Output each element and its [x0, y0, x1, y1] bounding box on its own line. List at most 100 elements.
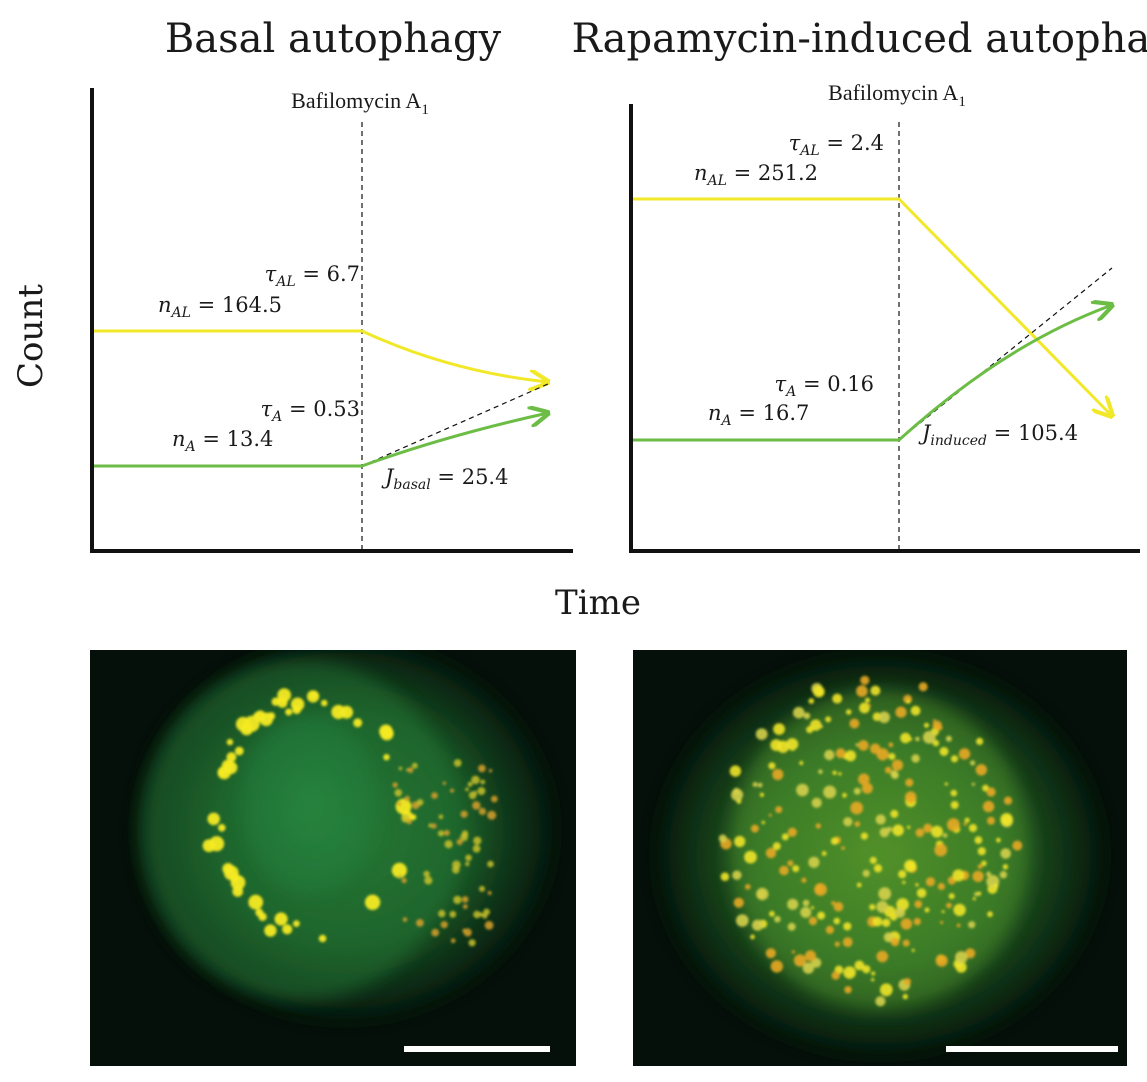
punctum	[886, 826, 892, 833]
punctum	[468, 939, 476, 947]
punctum	[821, 851, 827, 856]
punctum	[401, 877, 407, 884]
punctum	[756, 887, 769, 901]
punctum	[478, 764, 486, 773]
punctum	[953, 903, 966, 917]
punctum	[888, 753, 896, 760]
punctum	[944, 782, 948, 786]
punctum	[259, 712, 274, 727]
rapamycin-scale-bar	[946, 1046, 1118, 1052]
punctum	[977, 864, 983, 869]
punctum	[444, 840, 453, 849]
punctum	[768, 813, 772, 817]
punctum	[424, 876, 433, 885]
punctum	[803, 712, 811, 720]
punctum	[854, 821, 861, 827]
punctum	[905, 778, 914, 787]
punctum	[787, 922, 796, 931]
punctum	[815, 823, 821, 829]
punctum	[765, 847, 777, 859]
basal-n-al: nAL = 164.5	[158, 293, 282, 321]
panel-title-rapamycin: Rapamycin-induced autophagy	[572, 16, 1147, 62]
punctum	[855, 743, 859, 747]
punctum	[487, 860, 494, 868]
rapamycin-autolysosome-line	[633, 197, 1112, 416]
punctum	[776, 740, 790, 753]
punctum	[878, 711, 890, 724]
punctum	[437, 830, 445, 837]
punctum	[925, 877, 936, 887]
punctum	[890, 937, 900, 947]
punctum	[479, 885, 485, 892]
punctum	[830, 837, 839, 845]
basal-n-a: nA = 13.4	[172, 427, 273, 455]
punctum	[910, 705, 921, 716]
punctum	[462, 904, 468, 909]
punctum	[765, 948, 777, 959]
punctum	[937, 882, 946, 891]
punctum	[882, 918, 891, 927]
punctum	[255, 908, 264, 917]
punctum	[898, 870, 907, 879]
punctum	[838, 772, 842, 776]
punctum	[401, 814, 410, 823]
punctum	[872, 916, 883, 927]
punctum	[972, 897, 976, 901]
punctum	[773, 723, 785, 735]
punctum	[487, 810, 497, 820]
punctum	[915, 736, 920, 742]
punctum	[416, 799, 424, 806]
punctum	[440, 921, 448, 929]
punctum	[900, 918, 913, 930]
punctum	[939, 747, 949, 756]
punctum	[468, 791, 477, 800]
punctum	[902, 993, 908, 1000]
punctum	[392, 782, 398, 788]
punctum	[834, 941, 840, 947]
punctum	[450, 788, 455, 793]
punctum	[894, 907, 906, 918]
punctum	[277, 688, 292, 702]
punctum	[956, 923, 961, 928]
punctum	[849, 718, 860, 729]
punctum	[768, 762, 776, 770]
punctum	[970, 760, 976, 766]
x-axis-label: Time	[555, 583, 641, 623]
panel-title-basal: Basal autophagy	[165, 16, 502, 62]
punctum	[892, 824, 904, 837]
punctum	[850, 801, 864, 815]
punctum	[461, 896, 469, 903]
punctum	[958, 748, 971, 760]
punctum	[841, 846, 845, 850]
punctum	[817, 689, 824, 697]
punctum	[442, 781, 447, 785]
punctum	[862, 965, 871, 974]
punctum	[804, 950, 817, 962]
punctum	[946, 902, 952, 909]
punctum	[875, 814, 886, 825]
punctum	[808, 698, 815, 704]
punctum	[226, 752, 237, 763]
punctum	[248, 894, 264, 910]
punctum	[833, 917, 841, 925]
punctum	[1003, 796, 1013, 805]
punctum	[775, 806, 783, 814]
punctum	[911, 754, 920, 763]
punctum	[791, 950, 796, 954]
punctum	[915, 883, 919, 887]
punctum	[411, 762, 418, 769]
punctum	[895, 706, 907, 718]
punctum	[431, 928, 440, 937]
punctum	[955, 961, 967, 973]
punctum	[379, 724, 393, 739]
basal-autophagosome-line	[94, 413, 548, 468]
punctum	[876, 900, 889, 913]
punctum	[391, 862, 407, 879]
punctum	[473, 836, 482, 845]
punctum	[757, 782, 763, 788]
punctum	[947, 818, 960, 832]
punctum	[987, 911, 993, 918]
punctum	[759, 792, 765, 797]
punctum	[911, 948, 915, 952]
punctum	[948, 893, 955, 900]
